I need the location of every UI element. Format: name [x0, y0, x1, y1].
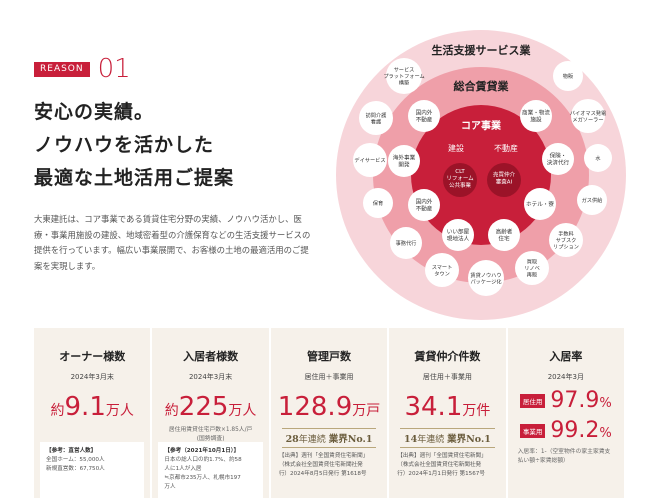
rate-note: 入居率：1-（空室物件の家主家賃支 払い額÷家賃総額） [517, 449, 611, 464]
middle-item-top-right: 商業・物流施設 [522, 109, 550, 124]
outer-item-biomass: バイオマス発電メガソーラー [570, 109, 606, 124]
middle-item-circle [488, 219, 520, 251]
outer-item-circle [363, 188, 393, 218]
middle-item-circle [524, 188, 556, 220]
middle-item-bottom-right: 高齢者住宅 [496, 228, 513, 243]
stat-title: 管理戸数 [307, 350, 352, 363]
stat-value: 34.1万件 [404, 392, 491, 422]
core-ring [411, 105, 551, 245]
reference-box: 【参考：直営人数】 全国ホーム：55,000人 新規直営数：67,750人 [40, 442, 145, 498]
reference-box: 【参考（2021年10月1日）】 日本の総人口の約1.7%、約58 人に1人が入… [158, 442, 263, 498]
rate-tag: 居住用 [519, 394, 546, 408]
core-right-label: 不動産 [494, 143, 518, 153]
outer-item-circle [359, 101, 393, 135]
stat-sub: 居住用＋事業用 [304, 373, 354, 381]
stat-sub: 2024年3月末 [188, 373, 233, 381]
outer-item-nursery: 保育 [373, 199, 383, 207]
core-sub-circle-left [443, 163, 477, 197]
award-ribbon: 28年連続 業界No.1 [281, 428, 377, 448]
stat-title: オーナー様数 [59, 350, 126, 363]
outer-item-service-platform: サービスプラットフォーム構築 [383, 66, 424, 87]
headline-line-1: 安心の実績。 [34, 101, 155, 123]
middle-item-right1: 保険・決済代行 [547, 152, 570, 167]
outer-item-circle [584, 144, 612, 172]
middle-item-circle [408, 100, 440, 132]
stat-note: 居住用賃貸住宅戸数×1.85人/戸 (国勢調査) [168, 427, 253, 442]
reason-badge: REASON [34, 61, 90, 77]
stat-sub: 2024年3月末 [70, 373, 114, 381]
reason-number: 01 [97, 54, 131, 84]
stat-residents: 入居者様数 2024年3月末 約225万人 居住用賃貸住宅戸数×1.85人/戸(… [152, 328, 269, 498]
outer-item-circle [386, 58, 422, 94]
headline-line-2: ノウハウを活かした [34, 134, 215, 156]
outer-item-agency: 事務代行 [396, 239, 417, 247]
middle-item-circle [388, 145, 420, 177]
middle-item-top-left: 国内外不動産 [416, 109, 433, 124]
middle-item-circle [408, 189, 440, 221]
award-ribbon: 14年連続 業界No.1 [399, 428, 495, 448]
outer-item-know-how-pkg: 賃貸ノウハウパッケージ化 [470, 271, 501, 286]
outer-item-circle [571, 99, 605, 133]
core-left-label: 建設 [448, 143, 464, 153]
outer-item-circle [577, 185, 607, 215]
middle-item-left1: 海外事業開発 [393, 154, 416, 169]
outer-item-smart-town: スマートタウン [432, 264, 453, 278]
stat-value: 約225万人 [164, 392, 257, 422]
middle-item-bottom-left: いい部屋現地法人 [447, 228, 470, 243]
middle-item-left2: 国内外不動産 [416, 198, 433, 213]
description: 大東建託は、コア事業である賃貸住宅分野の実績、ノウハウ活かし、医療・事業用施設の… [34, 214, 311, 271]
source-note: 【出典】週刊「全国賃貸住宅新聞」 （株式会社全国賃貸住宅新聞社発 行）2024年… [397, 453, 487, 477]
reason-header: REASON 01 [34, 56, 131, 82]
stat-sub: 2024年3月 [547, 373, 584, 381]
outer-item-circle [468, 260, 504, 296]
middle-item-circle [542, 143, 574, 175]
middle-title: 総合賃貸業 [454, 79, 510, 93]
headline: 安心の実績。 ノウハウを活かした 最適な土地活用ご提案 [34, 96, 234, 195]
rate-commercial: 事業用 99.2% [508, 420, 624, 442]
middle-item-circle [520, 100, 552, 132]
source-note: 【出典】週刊「全国賃貸住宅新聞」 （株式会社全国賃貸住宅新聞社発 行）2024年… [278, 453, 369, 477]
outer-item-circle [390, 227, 422, 259]
middle-item-circle [442, 219, 474, 251]
stat-managed-units: 管理戸数 居住用＋事業用 128.9万戸 28年連続 業界No.1 【出典】週刊… [270, 328, 388, 498]
rate-residential: 居住用 97.9% [508, 390, 624, 412]
middle-item-right2: ホテル・寮 [526, 200, 554, 208]
outer-item-buy-renovate: 買取リノベ再販 [524, 259, 540, 279]
stats-panel: オーナー様数 2024年3月末 約9.1万人 【参考：直営人数】 全国ホーム：5… [34, 328, 625, 498]
stat-brokerage: 賃貸仲介件数 居住用＋事業用 34.1万件 14年連続 業界No.1 【出典】週… [389, 328, 506, 498]
outer-item-circle [353, 143, 387, 177]
outer-item-gas: ガス供給 [582, 196, 604, 204]
rate-tag: 事業用 [519, 424, 546, 438]
stat-value: 約9.1万人 [50, 392, 134, 422]
core-circle-left-label: CLT リフォーム公共事業 [446, 169, 474, 189]
stat-title: 賃貸仲介件数 [414, 350, 481, 363]
stat-owners: オーナー様数 2024年3月末 約9.1万人 【参考：直営人数】 全国ホーム：5… [34, 328, 151, 498]
outer-item-day-service: デイサービス [354, 156, 385, 164]
stat-occupancy: 入居率 2024年3月 居住用 97.9% 事業用 99.2% 入居率：1-（空… [507, 328, 625, 498]
stat-sub: 居住用＋事業用 [422, 373, 472, 381]
outer-item-circle [549, 223, 583, 257]
outer-item-boiler-supply: 手数料サブスクリプション [553, 230, 579, 251]
outer-item-water: 水 [595, 154, 601, 162]
stat-title: 入居者様数 [183, 350, 239, 363]
outer-title: 生活支援サービス業 [432, 43, 532, 57]
outer-item-circle [425, 253, 459, 287]
outer-item-circle [553, 61, 583, 91]
outer-item-visiting-care: 訪問介護看護 [366, 111, 388, 126]
core-sub-circle-right [487, 163, 521, 197]
rate-value: 97.9% [550, 388, 612, 413]
core-title: コア事業 [461, 119, 502, 132]
stat-title: 入居率 [549, 350, 583, 363]
rate-value: 99.2% [550, 418, 612, 443]
headline-line-3: 最適な土地活用ご提案 [34, 167, 235, 189]
outer-item-goods: 物販 [563, 72, 574, 80]
stat-value: 128.9万戸 [277, 392, 381, 422]
core-circle-right-label: 売買仲介審査AI [493, 171, 516, 186]
outer-item-circle [515, 251, 549, 285]
